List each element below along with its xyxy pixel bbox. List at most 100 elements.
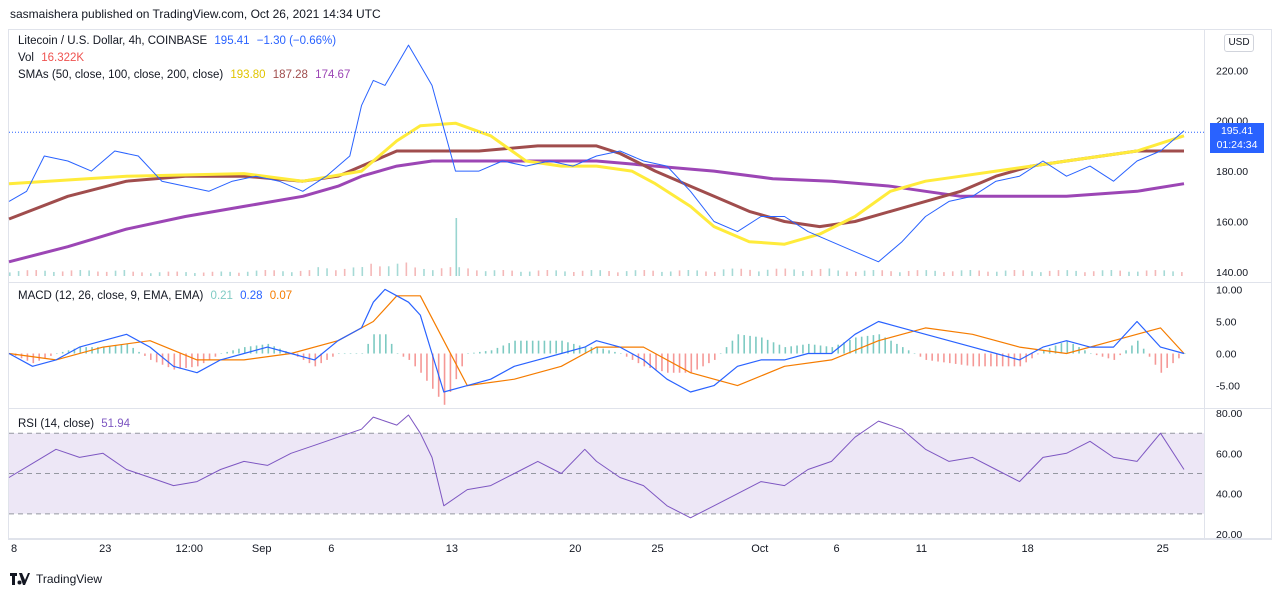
volume-bar [26, 270, 29, 276]
x-tick-label: 25 [1157, 543, 1169, 555]
volume-bar [141, 272, 143, 276]
tradingview-logo-icon [10, 573, 30, 585]
volume-bar [625, 271, 628, 276]
footer-brand[interactable]: TradingView [10, 572, 102, 586]
macd-hist-bar [655, 353, 657, 370]
volume-bar [528, 271, 531, 276]
sma200-value: 174.67 [315, 69, 351, 81]
volume-bar [1057, 270, 1060, 276]
volume-bar [705, 271, 707, 276]
series-line-macd [8, 288, 1185, 393]
macd-hist-bar [561, 340, 563, 354]
macd-hist-bar [432, 353, 434, 389]
macd-hist-bar [44, 353, 46, 359]
volume-bar [1154, 270, 1157, 276]
macd-hist-bar [872, 335, 875, 354]
macd-hist-bar [690, 353, 693, 373]
macd-hist-bar [819, 345, 822, 354]
macd-hist-bar [555, 340, 557, 354]
macd-hist-bar [1001, 353, 1004, 367]
macd-hist-bar [737, 334, 740, 354]
macd-hist-bar [960, 353, 963, 365]
macd-hist-bar [1107, 353, 1110, 359]
volume-bar [335, 270, 337, 276]
volume-bar [678, 270, 681, 276]
macd-hist-bar [1013, 353, 1016, 367]
macd-hist-bar [573, 343, 575, 354]
macd-hist-bar [1160, 353, 1163, 373]
series-line-signal [8, 295, 1185, 387]
macd-hist-bar [443, 353, 446, 405]
volume-bar [105, 271, 108, 276]
macd-hist-bar [584, 347, 587, 354]
volume-bar [1075, 270, 1077, 276]
volume-bar [722, 269, 725, 276]
macd-hist-value: 0.21 [210, 290, 233, 302]
macd-hist-bar [502, 345, 505, 354]
x-tick-label: 13 [446, 543, 458, 555]
series-line-litecoin-u-s-dollar [8, 44, 1185, 263]
macd-hist-bar [778, 344, 781, 354]
macd-hist-bar [996, 353, 998, 367]
macd-hist-bar [202, 353, 205, 364]
macd-hist-bar [549, 340, 552, 354]
macd-hist-bar [919, 353, 922, 357]
x-tick-label: 6 [328, 543, 334, 555]
volume-bar [185, 272, 187, 276]
volume-bar [775, 268, 778, 276]
price-tick-label: 180.00 [1216, 166, 1248, 178]
last-price: 195.41 [214, 35, 250, 47]
volume-bar [749, 269, 751, 276]
macd-hist-bar [943, 353, 945, 363]
volume-bar [176, 271, 179, 276]
macd-hist-bar [326, 353, 328, 360]
macd-hist-bar [1172, 353, 1174, 364]
macd-hist-bar [320, 353, 322, 364]
macd-hist-bar [343, 353, 346, 355]
macd-hist-bar [808, 343, 810, 354]
macd-hist-bar [526, 340, 528, 354]
macd-hist-bar [338, 353, 340, 355]
macd-hist-bar [191, 353, 193, 368]
chart-frame [8, 29, 1272, 540]
macd-hist-bar [755, 336, 757, 354]
macd-hist-bar [173, 353, 176, 370]
volume-bar [467, 268, 469, 276]
macd-hist-bar [1066, 340, 1069, 354]
macd-hist-bar [543, 340, 546, 354]
volume-bar [35, 270, 38, 276]
rsi-tick-label: 40.00 [1216, 489, 1242, 501]
volume-bar [229, 271, 231, 276]
macd-hist-bar [831, 347, 834, 354]
volume-bar [449, 267, 452, 276]
macd-hist-bar [467, 353, 469, 355]
currency-button[interactable]: USD [1224, 34, 1254, 52]
volume-bar [361, 267, 364, 276]
macd-hist-bar [390, 343, 393, 354]
volume-bar [1101, 270, 1104, 276]
rsi-legend: RSI (14, close) 51.94 [18, 418, 134, 430]
macd-hist-bar [855, 337, 857, 354]
volume-bar [634, 270, 637, 276]
macd-hist-bar [637, 353, 640, 364]
rsi-tick-label: 80.00 [1216, 408, 1242, 420]
macd-hist-bar [150, 353, 152, 360]
macd-hist-bar [496, 347, 499, 354]
volume-bar [846, 271, 848, 276]
volume-bar [458, 267, 461, 276]
volume-bar [652, 270, 654, 276]
macd-hist-bar [1072, 343, 1074, 354]
macd-hist-bar [461, 353, 463, 367]
macd-hist-bar [1007, 353, 1010, 367]
volume-bar [1022, 270, 1025, 276]
macd-hist-bar [1125, 350, 1127, 354]
volume-bar [573, 272, 575, 276]
volume-bar [158, 272, 161, 276]
volume-bar [740, 268, 743, 276]
macd-hist-bar [79, 347, 82, 354]
volume-bar [150, 273, 152, 276]
macd-hist-bar [784, 347, 787, 354]
macd-hist-bar [97, 347, 99, 354]
volume-bar [758, 271, 760, 276]
